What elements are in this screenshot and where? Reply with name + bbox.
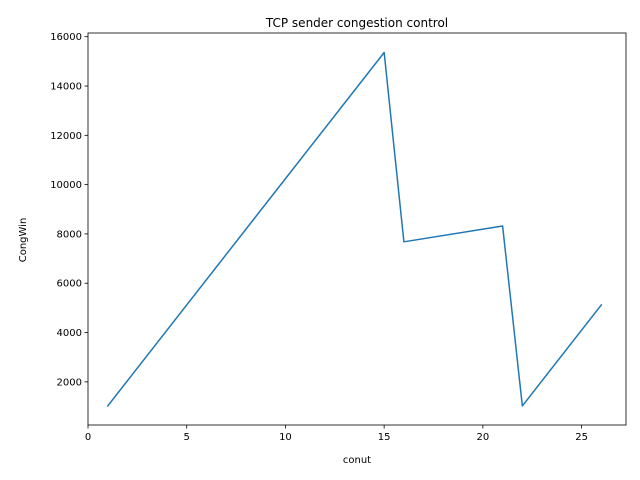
- chart-title: TCP sender congestion control: [265, 16, 448, 30]
- series-line-0: [106, 51, 603, 407]
- y-tick-label: 2000: [57, 377, 82, 388]
- y-tick-label: 14000: [50, 82, 82, 93]
- y-tick-label: 16000: [50, 32, 82, 43]
- y-tick-label: 10000: [50, 180, 82, 191]
- y-tick-label: 8000: [57, 229, 82, 240]
- y-axis-label: CongWin: [18, 218, 29, 263]
- plot-area: 0 5 10 15 20 25 2000 4000 6000 8000 10000 12000 1400…: [50, 32, 627, 443]
- y-tick-label: 6000: [57, 279, 82, 290]
- x-tick-label: 10: [279, 432, 292, 443]
- x-tick-label: 5: [184, 432, 190, 443]
- x-tick-label: 0: [85, 432, 91, 443]
- x-tick-label: 15: [378, 432, 391, 443]
- x-tick-label: 25: [575, 432, 588, 443]
- y-tick-label: 4000: [57, 328, 82, 339]
- x-axis-label: conut: [343, 455, 371, 466]
- axes-frame: [87, 32, 627, 426]
- x-tick-label: 20: [476, 432, 489, 443]
- y-tick-label: 12000: [50, 131, 82, 142]
